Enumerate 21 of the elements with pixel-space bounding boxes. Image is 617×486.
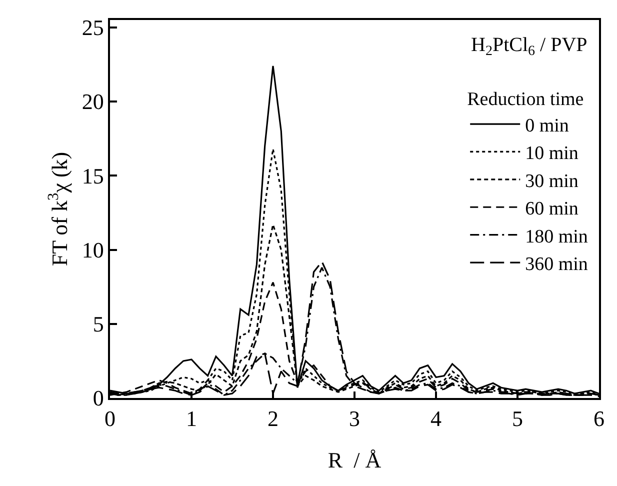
y-tick-label: 0 (92, 386, 104, 411)
annotation: H$_{2}$PtCl$_{6}$ / PVP (471, 34, 588, 60)
x-tick-label: 1 (186, 406, 197, 432)
x-tick-label: 6 (594, 406, 604, 432)
x-tick-label: 3 (349, 406, 360, 432)
y-tick-label: 10 (82, 237, 104, 262)
x-axis-title: R / Å (328, 448, 382, 473)
legend-title: Reduction time (467, 89, 584, 110)
legend-label: 10 min (525, 143, 579, 164)
x-tick-label: 2 (268, 406, 278, 432)
y-tick-label: 15 (82, 163, 104, 188)
x-tick-label: 5 (512, 406, 523, 432)
x-tick-label: 4 (430, 406, 442, 432)
legend-label: 60 min (525, 198, 579, 220)
legend-label: 30 min (525, 170, 579, 192)
y-tick-label: 20 (82, 89, 104, 114)
y-tick-label: 25 (82, 15, 104, 40)
legend-label: 0 min (525, 115, 570, 136)
y-tick-label: 5 (92, 312, 104, 337)
legend-label: 360 min (525, 254, 588, 275)
legend-label: 180 min (525, 226, 588, 248)
